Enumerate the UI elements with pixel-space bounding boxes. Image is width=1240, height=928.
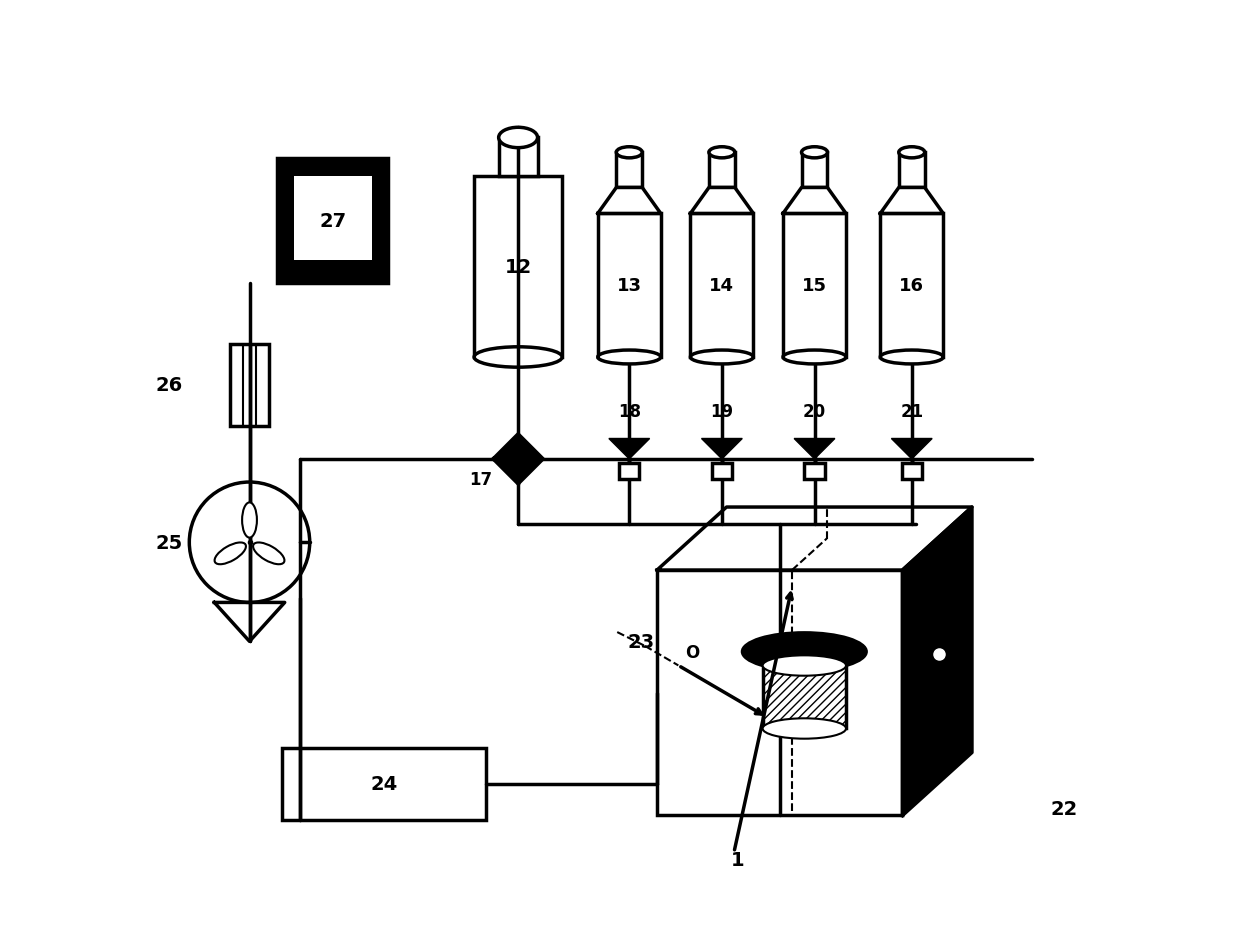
Bar	[901, 463, 923, 480]
Polygon shape	[880, 188, 944, 214]
Text: 16: 16	[899, 277, 924, 295]
Ellipse shape	[691, 351, 754, 365]
Text: 19: 19	[711, 402, 733, 420]
Bar	[281, 748, 486, 820]
Bar	[657, 571, 903, 816]
Ellipse shape	[709, 148, 735, 159]
Text: 14: 14	[709, 277, 734, 295]
Text: 13: 13	[616, 277, 642, 295]
Text: 27: 27	[320, 212, 346, 231]
Text: 18: 18	[618, 402, 641, 420]
Polygon shape	[598, 188, 661, 214]
Bar	[619, 463, 640, 480]
Polygon shape	[691, 188, 754, 214]
Bar	[474, 177, 562, 357]
Text: 24: 24	[371, 775, 398, 793]
Bar	[880, 214, 944, 357]
Text: O: O	[686, 643, 699, 661]
Ellipse shape	[782, 351, 846, 365]
Ellipse shape	[801, 148, 827, 159]
Polygon shape	[494, 434, 518, 484]
Polygon shape	[794, 439, 835, 459]
Bar	[231, 344, 269, 426]
Ellipse shape	[899, 148, 925, 159]
Text: 20: 20	[804, 402, 826, 420]
Polygon shape	[782, 188, 846, 214]
Polygon shape	[702, 439, 743, 459]
Bar	[782, 214, 846, 357]
Text: 17: 17	[470, 470, 492, 489]
Bar	[294, 177, 372, 261]
Ellipse shape	[242, 503, 257, 538]
Ellipse shape	[498, 128, 538, 148]
Text: 23: 23	[627, 632, 655, 651]
Polygon shape	[903, 508, 972, 816]
Bar	[763, 665, 846, 728]
Bar	[709, 153, 735, 188]
Ellipse shape	[215, 543, 246, 564]
Text: 25: 25	[155, 534, 182, 552]
Ellipse shape	[763, 718, 846, 739]
Text: 12: 12	[505, 258, 532, 277]
Text: 21: 21	[900, 402, 924, 420]
Bar	[498, 138, 538, 177]
Polygon shape	[609, 439, 650, 459]
Ellipse shape	[880, 351, 944, 365]
Bar	[691, 214, 754, 357]
Bar	[616, 153, 642, 188]
Bar	[805, 463, 825, 480]
Polygon shape	[657, 508, 972, 571]
Ellipse shape	[742, 633, 867, 671]
Bar	[712, 463, 732, 480]
Bar	[899, 153, 925, 188]
Ellipse shape	[253, 543, 284, 564]
Ellipse shape	[763, 655, 846, 676]
Ellipse shape	[474, 347, 562, 367]
Bar	[598, 214, 661, 357]
Bar	[278, 159, 388, 284]
Text: 22: 22	[1052, 799, 1079, 818]
Text: 26: 26	[155, 376, 182, 394]
Polygon shape	[892, 439, 932, 459]
Polygon shape	[518, 434, 543, 484]
Text: 1: 1	[730, 850, 744, 870]
Text: 15: 15	[802, 277, 827, 295]
Bar	[801, 153, 827, 188]
Ellipse shape	[616, 148, 642, 159]
Ellipse shape	[598, 351, 661, 365]
